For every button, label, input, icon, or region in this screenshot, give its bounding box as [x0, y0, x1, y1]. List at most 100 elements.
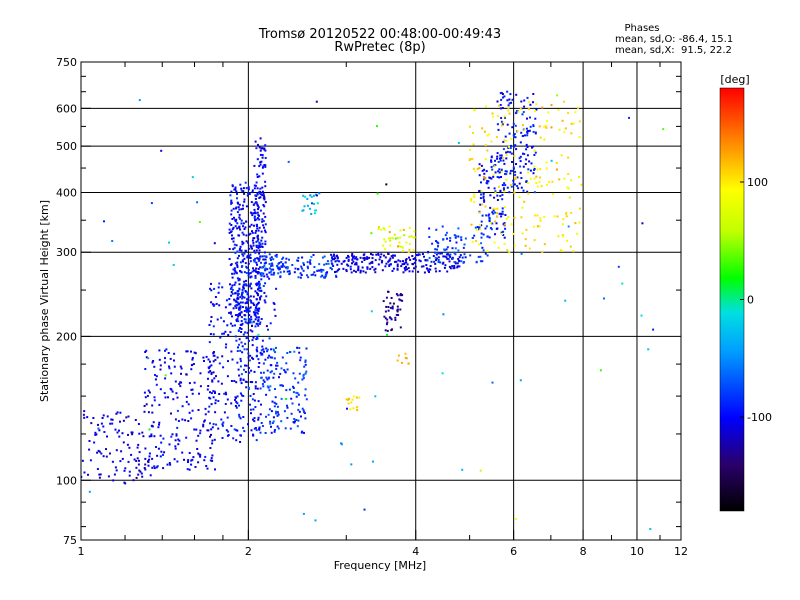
echo-point	[388, 231, 391, 234]
echo-point	[138, 459, 140, 462]
echo-point	[95, 433, 98, 436]
echo-point	[235, 406, 238, 409]
echo-point	[492, 207, 495, 210]
echo-point	[249, 319, 251, 322]
echo-point	[472, 143, 475, 146]
echo-point	[254, 211, 257, 214]
echo-point	[557, 109, 560, 111]
echo-point	[498, 176, 501, 179]
echo-point	[236, 250, 239, 253]
echo-point	[248, 193, 251, 195]
echo-point	[214, 296, 217, 298]
echo-point	[250, 321, 253, 324]
echo-point	[261, 352, 264, 355]
echo-point	[272, 258, 275, 261]
echo-point	[345, 398, 348, 401]
echo-point	[226, 375, 229, 378]
echo-point	[257, 229, 260, 232]
echo-point	[253, 208, 256, 211]
echo-point	[362, 254, 365, 256]
echo-point	[156, 465, 159, 468]
echo-point	[283, 270, 286, 273]
echo-point	[316, 202, 319, 205]
echo-point	[239, 323, 242, 326]
echo-point	[261, 339, 264, 342]
echo-point	[314, 209, 317, 212]
echo-point	[100, 452, 103, 455]
echo-point	[249, 381, 252, 383]
echo-point	[144, 463, 147, 466]
echo-point	[194, 466, 197, 468]
echo-point	[276, 264, 279, 267]
echo-point	[211, 442, 214, 445]
echo-point	[118, 435, 121, 438]
echo-point	[255, 338, 258, 341]
echo-point	[407, 251, 410, 254]
echo-point	[158, 358, 161, 361]
echo-point	[535, 175, 538, 178]
echo-point	[310, 213, 313, 215]
echo-point	[236, 361, 239, 364]
echo-point	[248, 359, 251, 362]
echo-point	[235, 304, 238, 307]
echo-point	[405, 265, 407, 268]
echo-point	[254, 231, 257, 234]
echo-point	[522, 124, 525, 127]
echo-point	[258, 286, 260, 289]
echo-point	[230, 230, 233, 233]
echo-point	[281, 263, 284, 265]
echo-point	[92, 417, 95, 419]
echo-point	[479, 255, 482, 258]
echo-point	[239, 228, 242, 231]
echo-point	[268, 253, 271, 256]
echo-point	[456, 266, 459, 269]
echo-point	[489, 206, 492, 209]
echo-point	[574, 111, 577, 114]
echo-point	[155, 375, 158, 378]
echo-point	[258, 280, 261, 283]
echo-point	[437, 259, 440, 261]
echo-point	[384, 256, 387, 259]
echo-point	[381, 269, 384, 272]
echo-point	[111, 460, 114, 463]
echo-point	[526, 134, 529, 137]
echo-point	[496, 155, 499, 158]
echo-point	[484, 252, 487, 255]
echo-point	[649, 528, 652, 530]
echo-point	[257, 244, 260, 247]
echo-point	[510, 144, 512, 147]
echo-point	[349, 408, 352, 411]
echo-point	[181, 451, 184, 454]
echo-point	[250, 429, 253, 432]
echo-point	[485, 170, 488, 173]
echo-point	[256, 217, 259, 220]
echo-point	[413, 261, 416, 264]
echo-point	[236, 261, 239, 264]
echo-point	[487, 180, 490, 183]
echo-point	[245, 266, 248, 269]
echo-point	[252, 393, 255, 395]
echo-point	[275, 402, 278, 405]
echo-point	[214, 358, 217, 361]
echo-point	[265, 295, 268, 298]
echo-point	[259, 413, 262, 416]
echo-point	[235, 429, 238, 432]
echo-point	[389, 237, 392, 240]
echo-point	[253, 259, 256, 262]
echo-point	[442, 313, 445, 316]
echo-point	[305, 370, 308, 373]
echo-point	[366, 257, 369, 260]
echo-point	[483, 200, 486, 203]
echo-point	[263, 299, 266, 302]
echo-point	[561, 250, 564, 252]
echo-point	[427, 250, 430, 253]
echo-point	[180, 372, 182, 375]
echo-point	[310, 273, 313, 276]
echo-point	[252, 408, 255, 411]
echo-point	[279, 372, 282, 375]
echo-point	[296, 392, 299, 395]
echo-point	[515, 163, 517, 165]
echo-point	[521, 135, 524, 137]
echo-point	[390, 255, 393, 258]
